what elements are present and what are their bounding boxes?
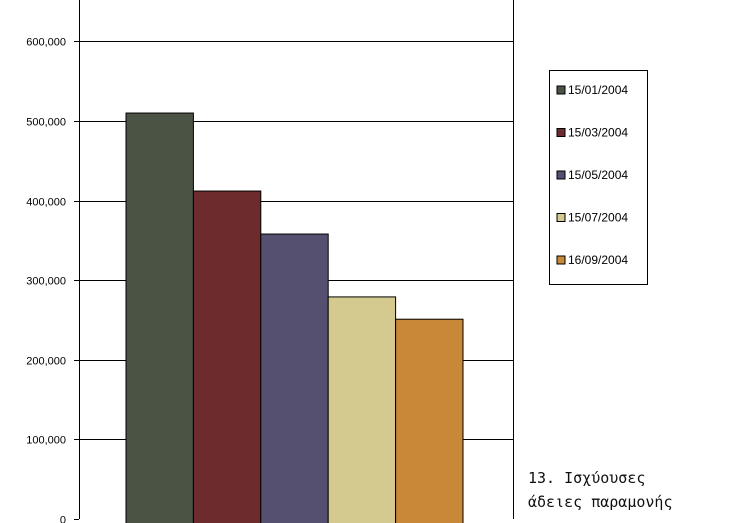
legend-box [549,70,648,285]
y-tick-label: 100,000 [26,435,66,447]
legend-label: 15/01/2004 [568,83,628,97]
y-axis-ticks: 0 100,000 200,000 300,000 400,000 500,000 600,… [26,37,79,523]
caption-line-2: άδειες παραμονής [528,493,673,511]
legend-swatch [556,255,566,265]
legend-label: 15/07/2004 [568,211,628,225]
bar-5 [395,318,464,523]
legend-label: 16/09/2004 [568,253,628,267]
bar-1 [125,112,194,523]
y-tick-label: 200,000 [26,356,66,368]
bar-3 [260,233,329,523]
legend-label: 15/03/2004 [568,126,628,140]
bars [125,112,464,523]
y-tick-label: 500,000 [26,117,66,129]
bar-2 [192,190,262,523]
bar-4 [327,296,397,523]
axes [79,0,514,519]
y-tick-label: 400,000 [26,197,66,209]
legend-swatch [556,85,566,95]
caption: 13. Ισχύουσες άδειες παραμονής [528,466,673,514]
legend: 15/01/2004 15/03/2004 15/05/2004 15/07/2004… [549,70,648,285]
legend-label: 15/05/2004 [568,168,628,182]
legend-swatch [556,128,566,137]
y-tick-label: 300,000 [26,276,66,288]
y-tick-label: 0 [60,515,66,523]
legend-swatch [556,170,566,180]
legend-swatch [556,213,566,222]
caption-line-1: 13. Ισχύουσες [528,469,646,487]
y-tick-label: 600,000 [26,37,66,49]
